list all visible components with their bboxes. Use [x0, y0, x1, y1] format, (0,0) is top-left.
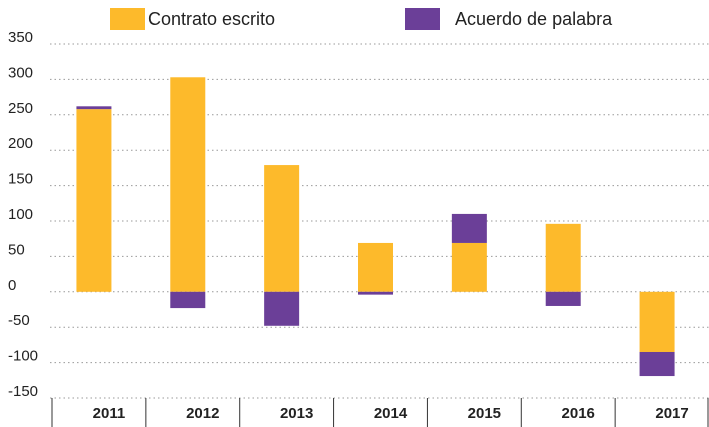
x-tick-label: 2012 [186, 405, 219, 422]
bar [264, 291, 300, 326]
y-tick-label: 300 [8, 64, 33, 81]
bar [76, 106, 112, 110]
y-tick-label: -100 [8, 348, 38, 365]
bar [76, 109, 112, 292]
y-tick-label: 250 [8, 100, 33, 117]
bar [545, 223, 581, 292]
bar [451, 242, 487, 292]
y-tick-label: 100 [8, 206, 33, 223]
legend-label: Acuerdo de palabra [455, 9, 613, 29]
bar [358, 291, 393, 295]
x-tick-label: 2011 [93, 405, 126, 422]
legend-swatch [110, 8, 145, 30]
bar [358, 242, 393, 292]
x-tick-label: 2014 [374, 405, 408, 422]
y-tick-label: -50 [8, 312, 30, 329]
x-tick-label: 2017 [655, 405, 688, 422]
x-tick-label: 2015 [468, 405, 501, 422]
y-tick-label: 50 [8, 241, 25, 258]
bar [451, 213, 487, 243]
y-tick-label: 150 [8, 171, 33, 188]
legend-swatch [405, 8, 440, 30]
bar [639, 351, 675, 377]
bar [170, 291, 206, 309]
x-tick-label: 2016 [562, 405, 595, 422]
bar [170, 77, 206, 292]
bar [264, 165, 300, 292]
y-tick-label: 350 [8, 29, 33, 46]
bar [545, 291, 581, 306]
x-tick-label: 2013 [280, 405, 313, 422]
y-tick-label: 0 [8, 277, 16, 294]
y-tick-label: -150 [8, 383, 38, 400]
y-tick-label: 200 [8, 135, 33, 152]
bar [639, 291, 675, 352]
legend-label: Contrato escrito [148, 9, 275, 29]
